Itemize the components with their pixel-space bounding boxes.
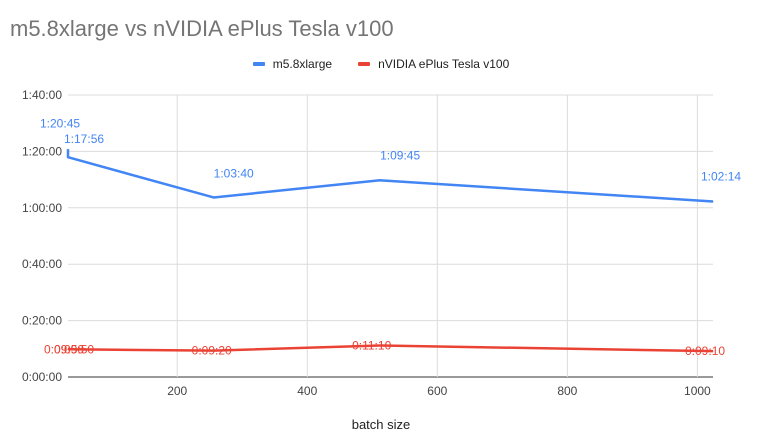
y-tick-label: 1:20:00: [22, 144, 62, 158]
legend-item-series-2[interactable]: nVIDIA ePlus Tesla v100: [358, 57, 509, 71]
y-tick-label: 0:40:00: [22, 257, 62, 271]
legend-swatch-series-1: [252, 62, 265, 66]
x-tick-label: 400: [297, 384, 317, 398]
data-label: 1:03:40: [214, 166, 254, 180]
data-point: [67, 148, 69, 150]
x-tick-label: 200: [167, 384, 187, 398]
x-tick-label: 600: [427, 384, 447, 398]
data-label: 0:09:10: [685, 344, 725, 358]
legend-label-series-2: nVIDIA ePlus Tesla v100: [378, 57, 510, 71]
data-label: 1:09:45: [380, 148, 420, 162]
data-point: [379, 345, 381, 347]
data-point: [213, 350, 215, 352]
data-label: 1:17:56: [64, 132, 104, 146]
y-tick-label: 1:40:00: [22, 88, 62, 102]
data-label: 0:09:50: [44, 342, 84, 356]
data-point: [712, 350, 714, 352]
data-point: [67, 348, 69, 350]
chart-title: m5.8xlarge vs nVIDIA ePlus Tesla v100: [10, 16, 394, 41]
data-point: [67, 156, 69, 158]
data-point: [213, 196, 215, 198]
data-label: 0:09:50: [54, 342, 94, 356]
legend: m5.8xlarge nVIDIA ePlus Tesla v100: [0, 57, 762, 71]
data-point: [379, 179, 381, 181]
data-label: 0:11:10: [352, 339, 391, 353]
x-axis-label: batch size: [351, 417, 411, 432]
x-tick-label: 800: [557, 384, 577, 398]
y-tick-label: 0:00:00: [22, 370, 62, 384]
legend-swatch-series-2: [358, 62, 371, 66]
legend-label-series-1: m5.8xlarge: [272, 57, 333, 71]
legend-item-series-1[interactable]: m5.8xlarge: [252, 57, 333, 71]
data-label: 0:09:20: [192, 344, 232, 358]
data-label: 1:02:14: [701, 170, 741, 184]
data-point: [712, 201, 714, 203]
y-tick-label: 1:00:00: [22, 201, 62, 215]
series-line-2: [67, 344, 714, 353]
y-tick-label: 0:20:00: [22, 314, 62, 328]
data-label: 1:20:45: [40, 116, 80, 130]
x-tick-label: 1000: [684, 384, 711, 398]
